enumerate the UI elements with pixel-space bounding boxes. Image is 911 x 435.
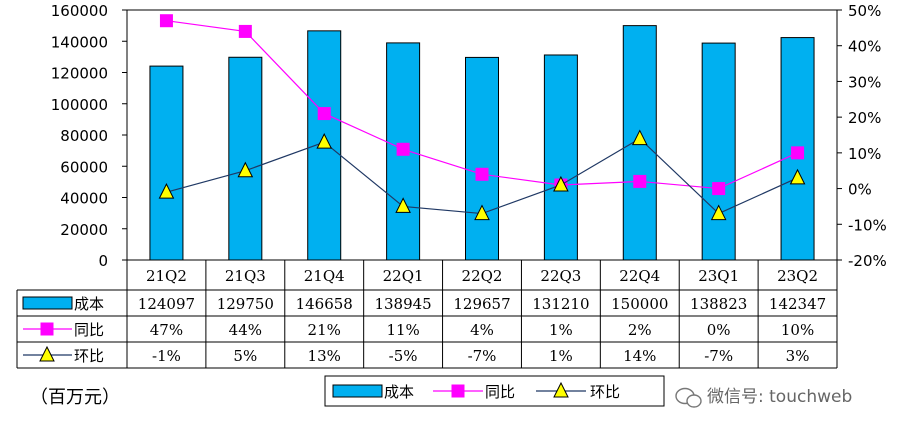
wechat-icon (675, 387, 702, 408)
legend-label: 环比 (590, 383, 620, 401)
data-label: -7% (704, 347, 733, 365)
data-label: 3% (786, 347, 810, 365)
y-left-tick-label: 100000 (51, 96, 108, 114)
y-right-tick-label: 10% (848, 145, 881, 163)
data-label: 1% (549, 347, 573, 365)
data-label: 0% (707, 321, 731, 339)
point-环比-22Q4 (631, 129, 648, 146)
data-label: 1% (549, 321, 573, 339)
y-right-tick-label: 0% (848, 181, 872, 199)
bar-22Q3 (543, 54, 578, 261)
point-环比-22Q1 (395, 197, 411, 213)
unit-label: （百万元） (30, 387, 120, 408)
data-label: 5% (233, 347, 257, 365)
point-环比-23Q2 (789, 168, 806, 185)
data-label: 146658 (296, 295, 353, 313)
bars-layer (149, 25, 815, 261)
y-right-tick-label: -20% (848, 252, 887, 270)
row-key-成本 (22, 296, 73, 310)
bar-21Q2 (149, 65, 184, 261)
point-环比-21Q4 (316, 133, 333, 149)
point-同比-21Q4 (317, 107, 331, 121)
point-同比-22Q4 (633, 174, 647, 188)
data-table: 21Q2 21Q3 21Q4 22Q1 22Q2 22Q3 22Q4 23Q1 23Q2 成本 12… (16, 260, 838, 369)
bar-23Q1 (701, 42, 736, 261)
y-right-tick-label: 40% (848, 38, 881, 56)
row-header: 成本 (74, 295, 104, 313)
bar-21Q3 (228, 56, 263, 261)
legend-marker-同比 (451, 384, 465, 398)
axes-layer: 0 20000 40000 60000 80000 100000 120000 140000 1… (51, 2, 887, 270)
y-left-tick-label: 0 (98, 252, 108, 270)
data-label: 47% (150, 321, 183, 339)
y-left-tick-label: 140000 (51, 33, 108, 51)
data-label: 44% (229, 321, 262, 339)
x-tick-label: 21Q4 (304, 267, 345, 285)
point-同比-22Q2 (475, 167, 489, 181)
x-tick-label: 22Q1 (383, 267, 424, 285)
x-tick-label: 22Q2 (462, 267, 503, 285)
point-同比-21Q2 (159, 14, 173, 28)
data-label: 150000 (611, 295, 668, 313)
y-left-tick-label: 80000 (60, 127, 108, 145)
x-tick-label: 23Q1 (698, 267, 739, 285)
data-label: 138945 (374, 295, 431, 313)
point-同比-21Q3 (238, 24, 252, 38)
point-同比-23Q2 (791, 146, 805, 160)
row-header: 同比 (74, 321, 104, 339)
y-left-tick-label: 20000 (60, 221, 108, 239)
data-label: 124097 (138, 295, 195, 313)
data-label: 11% (386, 321, 419, 339)
legend-label: 同比 (485, 383, 515, 401)
y-left-tick-label: 120000 (51, 65, 108, 83)
point-环比-21Q3 (237, 161, 254, 178)
row-key-marker-同比 (40, 322, 54, 336)
data-label: 4% (470, 321, 494, 339)
y-left-tick-label: 60000 (60, 158, 108, 176)
row-key-marker-环比 (39, 345, 55, 362)
data-label: 2% (628, 321, 652, 339)
x-tick-label: 22Q3 (540, 267, 581, 285)
bar-22Q2 (465, 56, 499, 261)
point-环比-22Q2 (474, 204, 490, 221)
data-label: 131210 (532, 295, 589, 313)
x-tick-label: 21Q3 (225, 267, 266, 285)
watermark-text: 微信号: touchweb (707, 387, 852, 407)
point-同比-23Q1 (712, 182, 726, 196)
point-同比-22Q1 (396, 142, 410, 156)
data-label: 129657 (453, 295, 510, 313)
y-left-tick-label: 40000 (60, 190, 108, 208)
y-right-tick-label: -10% (848, 216, 887, 234)
x-tick-label: 23Q2 (777, 267, 818, 285)
legend: 成本 同比 环比 (324, 375, 665, 407)
legend-marker-环比 (553, 381, 569, 398)
data-label: 21% (308, 321, 341, 339)
row-header: 环比 (74, 347, 104, 365)
data-label: -1% (152, 347, 181, 365)
legend-label: 成本 (384, 383, 414, 401)
x-tick-label: 21Q2 (146, 267, 187, 285)
data-label: 10% (781, 321, 814, 339)
data-label: 138823 (690, 295, 747, 313)
data-label: 142347 (769, 295, 826, 313)
point-环比-21Q2 (158, 183, 175, 199)
lines-layer (158, 14, 806, 221)
x-tick-label: 22Q4 (619, 267, 660, 285)
y-right-tick-label: 20% (848, 109, 881, 127)
y-right-tick-label: 50% (848, 2, 881, 20)
point-环比-23Q1 (710, 204, 727, 221)
data-label: 129750 (217, 295, 274, 313)
watermark: 微信号: touchweb (675, 387, 852, 408)
point-环比-22Q3 (553, 175, 569, 192)
data-label: 13% (308, 347, 341, 365)
data-label: 14% (623, 347, 656, 365)
y-left-tick-label: 160000 (51, 2, 108, 20)
legend-swatch-成本 (332, 384, 383, 398)
data-label: -5% (389, 347, 418, 365)
y-right-tick-label: 30% (848, 73, 881, 91)
data-label: -7% (468, 347, 497, 365)
